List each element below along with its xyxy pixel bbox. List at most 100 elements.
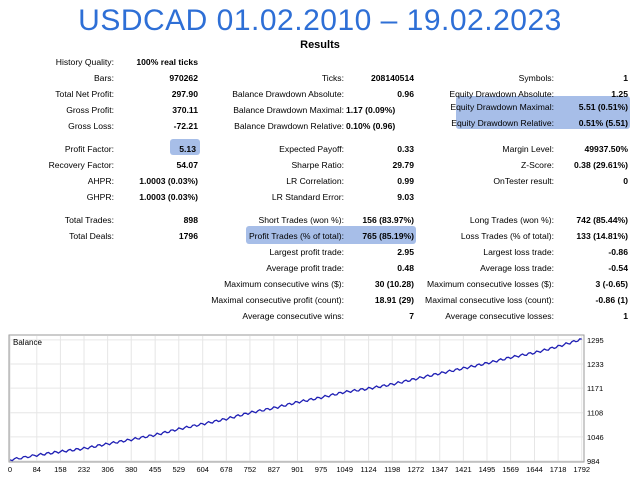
ahpr-value: 1.0003 (0.03%) (139, 176, 198, 186)
ahpr-label: AHPR: (87, 176, 114, 186)
max-consecutive-wins-label: Maximum consecutive wins ($): (224, 279, 344, 289)
gross-loss-label: Gross Loss: (68, 121, 114, 131)
x-tick-label: 1124 (361, 465, 377, 474)
equity-drawdown-relative-value: 0.51% (5.51) (578, 118, 628, 128)
z-score-label: Z-Score: (521, 160, 554, 170)
average-loss-trade-label: Average loss trade: (480, 263, 554, 273)
profit-factor-value: 5.13 (179, 144, 196, 154)
balance-chart: 0 84 158 232 306 380 455 529 604 678 752 827 901 975 1… (8, 334, 632, 477)
symbols-label: Symbols: (518, 73, 554, 83)
x-tick-label: 975 (315, 465, 328, 474)
x-tick-label: 529 (173, 465, 186, 474)
ghpr-label: GHPR: (86, 192, 114, 202)
balance-drawdown-absolute-label: Balance Drawdown Absolute: (232, 89, 344, 99)
sharpe-ratio-value: 29.79 (392, 160, 414, 170)
expected-payoff-label: Expected Payoff: (279, 144, 344, 154)
x-tick-label: 1347 (431, 465, 448, 474)
ticks-label: Ticks: (321, 73, 344, 83)
x-tick-label: 1272 (407, 465, 424, 474)
y-tick-label: 1108 (587, 409, 603, 418)
balance-drawdown-relative-value: 0.10% (0.96) (346, 121, 396, 131)
total-net-profit-value: 297.90 (171, 89, 198, 99)
x-tick-label: 232 (78, 465, 91, 474)
x-tick-label: 901 (291, 465, 304, 474)
profit-factor-label: Profit Factor: (64, 144, 114, 154)
balance-drawdown-absolute-value: 0.96 (397, 89, 414, 99)
recovery-factor-value: 54.07 (176, 160, 198, 170)
chart-plot-area (8, 334, 585, 463)
maximal-consecutive-loss-label: Maximal consecutive loss (count): (425, 295, 554, 305)
x-tick-label: 455 (149, 465, 162, 474)
x-tick-label: 0 (8, 465, 12, 474)
history-quality-value: 100% real ticks (136, 57, 198, 67)
x-tick-label: 1644 (526, 465, 543, 474)
balance-drawdown-maximal-value: 1.17 (0.09%) (346, 105, 396, 115)
ticks-value: 208140514 (370, 73, 414, 83)
total-trades-label: Total Trades: (64, 215, 114, 225)
x-tick-label: 604 (196, 465, 209, 474)
z-score-value: 0.38 (29.61%) (574, 160, 628, 170)
profit-trades-value: 765 (85.19%) (362, 231, 414, 241)
loss-trades-value: 133 (14.81%) (576, 231, 628, 241)
gross-profit-label: Gross Profit: (66, 105, 114, 115)
y-tick-label: 1046 (587, 433, 604, 442)
average-consecutive-wins-value: 7 (409, 311, 414, 321)
balance-chart-svg: 0 84 158 232 306 380 455 529 604 678 752 827 901 975 1… (8, 334, 604, 474)
largest-profit-trade-value: 2.95 (397, 247, 414, 257)
highlight-profit-factor (170, 139, 200, 155)
lr-correlation-label: LR Correlation: (286, 176, 344, 186)
page-title: USDCAD 01.02.2010 – 19.02.2023 (78, 4, 562, 37)
lr-standard-error-value: 9.03 (397, 192, 414, 202)
equity-drawdown-maximal-value: 5.51 (0.51%) (578, 102, 628, 112)
y-tick-label: 1171 (587, 384, 603, 393)
lr-standard-error-label: LR Standard Error: (271, 192, 344, 202)
max-consecutive-losses-label: Maximum consecutive losses ($): (426, 279, 554, 289)
average-consecutive-losses-value: 1 (623, 311, 628, 321)
chart-legend-balance: Balance (13, 338, 42, 347)
ontester-result-value: 0 (623, 176, 628, 186)
average-consecutive-losses-label: Average consecutive losses: (445, 311, 554, 321)
bars-value: 970262 (169, 73, 198, 83)
total-trades-value: 898 (183, 215, 198, 225)
x-tick-label: 380 (125, 465, 138, 474)
x-tick-label: 1198 (384, 465, 400, 474)
recovery-factor-label: Recovery Factor: (48, 160, 114, 170)
ghpr-value: 1.0003 (0.03%) (139, 192, 198, 202)
balance-series-line (9, 338, 582, 462)
ontester-result-label: OnTester result: (493, 176, 554, 186)
highlight-equity-drawdown (456, 96, 630, 129)
largest-loss-trade-label: Largest loss trade: (483, 247, 554, 257)
x-tick-label: 84 (33, 465, 41, 474)
balance-drawdown-relative-label: Balance Drawdown Relative: (234, 121, 344, 131)
x-tick-label: 158 (54, 465, 67, 474)
long-trades-value: 742 (85.44%) (576, 215, 628, 225)
gross-loss-value: -72.21 (173, 121, 198, 131)
y-tick-label: 1295 (587, 336, 604, 345)
max-consecutive-losses-value: 3 (-0.65) (595, 279, 628, 289)
average-loss-trade-value: -0.54 (608, 263, 628, 273)
x-tick-label: 752 (244, 465, 257, 474)
equity-drawdown-absolute-label: Equity Drawdown Absolute: (449, 89, 554, 99)
long-trades-label: Long Trades (won %): (469, 215, 554, 225)
x-tick-label: 306 (101, 465, 114, 474)
gross-profit-value: 370.11 (172, 105, 198, 115)
equity-drawdown-maximal-label: Equity Drawdown Maximal: (450, 102, 554, 112)
profit-trades-label: Profit Trades (% of total): (248, 231, 344, 241)
largest-profit-trade-label: Largest profit trade: (269, 247, 344, 257)
average-profit-trade-label: Average profit trade: (266, 263, 344, 273)
x-tick-label: 1495 (479, 465, 496, 474)
balance-drawdown-maximal-label: Balance Drawdown Maximal: (233, 105, 344, 115)
y-tick-label: 984 (587, 457, 600, 466)
margin-level-label: Margin Level: (502, 144, 554, 154)
maximal-consecutive-profit-label: Maximal consecutive profit (count): (211, 295, 344, 305)
bars-label: Bars: (93, 73, 114, 83)
x-tick-label: 1421 (455, 465, 472, 474)
x-tick-label: 1792 (573, 465, 590, 474)
history-quality-label: History Quality: (55, 57, 114, 67)
maximal-consecutive-profit-value: 18.91 (29) (374, 295, 414, 305)
equity-drawdown-absolute-value: 1.25 (611, 89, 628, 99)
y-tick-label: 1233 (587, 360, 604, 369)
total-deals-value: 1796 (178, 231, 198, 241)
results-heading: Results (300, 39, 340, 51)
x-tick-label: 1569 (502, 465, 519, 474)
